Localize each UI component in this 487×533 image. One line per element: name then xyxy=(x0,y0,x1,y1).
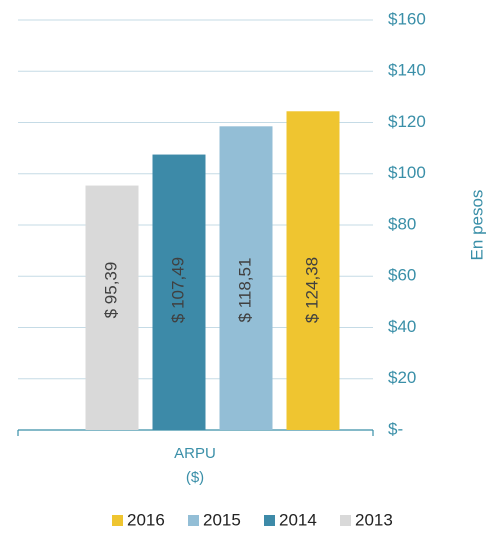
bar xyxy=(219,126,273,431)
y-tick-label: $140 xyxy=(388,61,426,80)
value-label: $ 107,49 xyxy=(168,257,187,323)
y-tick-label: $160 xyxy=(388,9,426,28)
bar xyxy=(152,154,206,430)
y-axis-label: En pesos xyxy=(467,190,486,261)
legend-swatch xyxy=(264,515,275,526)
legend-swatch xyxy=(340,515,351,526)
bar xyxy=(286,111,340,431)
y-tick-label: $20 xyxy=(388,368,416,387)
legend-label: 2015 xyxy=(203,510,241,529)
legend-label: 2014 xyxy=(279,510,317,529)
legend-label: 2013 xyxy=(355,510,393,529)
legend-swatch xyxy=(112,515,123,526)
y-tick-label: $120 xyxy=(388,112,426,131)
y-tick-label: $80 xyxy=(388,214,416,233)
legend-label: 2016 xyxy=(127,510,165,529)
value-label: $ 124,38 xyxy=(302,257,321,323)
x-category-label: ARPU ($) xyxy=(174,445,216,486)
y-tick-label: $- xyxy=(388,419,403,438)
y-tick-label: $100 xyxy=(388,163,426,182)
y-tick-label: $60 xyxy=(388,266,416,285)
bar xyxy=(85,185,139,430)
legend-swatch xyxy=(188,515,199,526)
value-label: $ 118,51 xyxy=(235,258,254,323)
value-label: $ 95,39 xyxy=(101,262,120,319)
y-tick-label: $40 xyxy=(388,317,416,336)
